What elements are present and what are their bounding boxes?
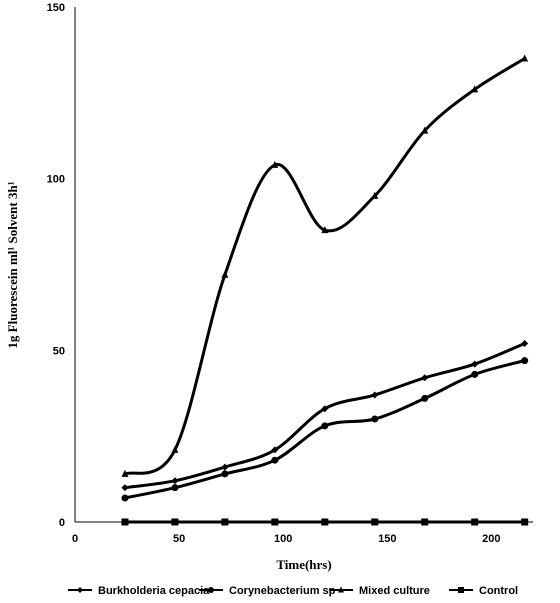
- series-0-point-0: [121, 484, 129, 492]
- axes: [74, 7, 533, 523]
- series-3-point-8: [521, 518, 529, 526]
- series-0-point-4: [321, 405, 329, 413]
- series-0-point-8: [521, 339, 529, 347]
- series-3-point-3: [271, 518, 279, 526]
- x-tick-label-4: 200: [482, 533, 500, 545]
- series-0-point-5: [371, 391, 379, 399]
- series-1-point-3: [271, 456, 279, 464]
- series-lines: [123, 57, 527, 524]
- series-1-point-6: [421, 394, 429, 402]
- y-axis-title: 1g Fluorescein ml¹ Solvent 3h¹: [5, 181, 20, 348]
- series-3-point-6: [421, 518, 429, 526]
- series-2-point-0: [121, 469, 129, 477]
- series-1-point-7: [471, 370, 479, 378]
- x-tick-label-1: 50: [173, 533, 185, 545]
- y-tick-label-3: 150: [47, 2, 65, 14]
- series-3-point-0: [121, 518, 129, 526]
- legend-label-3: Control: [479, 585, 518, 597]
- series-2-point-7: [471, 85, 479, 93]
- series-3-point-4: [321, 518, 329, 526]
- series-0-point-3: [271, 446, 279, 454]
- series-1-point-0: [121, 494, 129, 502]
- series-3-point-2: [221, 518, 229, 526]
- series-2-point-6: [421, 126, 429, 134]
- x-tick-label-2: 100: [274, 533, 292, 545]
- series-3-point-7: [471, 518, 479, 526]
- legend-swatch-marker-0: [77, 587, 83, 593]
- series-0-point-6: [421, 374, 429, 382]
- legend: Burkholderia cepacia Corynebacterium sp Mi…: [68, 585, 518, 597]
- x-tick-label-0: 0: [72, 533, 78, 545]
- series-1-point-1: [171, 484, 179, 492]
- y-tick-label-0: 0: [59, 517, 65, 529]
- series-2-point-8: [521, 54, 529, 62]
- series-points: [121, 54, 529, 526]
- series-1-point-4: [321, 422, 329, 430]
- tick-labels: 0 50 100 150 200 0 50 100 150: [47, 2, 501, 545]
- legend-label-2: Mixed culture: [359, 585, 430, 597]
- series-1-point-2: [221, 470, 229, 478]
- series-2-point-3: [271, 160, 279, 168]
- legend-label-1: Corynebacterium sp: [229, 585, 336, 597]
- x-axis-title: Time(hrs): [276, 557, 331, 572]
- series-2-point-1: [171, 445, 179, 453]
- series-0-point-1: [171, 477, 179, 485]
- series-3-point-1: [171, 518, 179, 526]
- series-2-point-4: [321, 226, 329, 234]
- legend-swatch-marker-3: [458, 587, 464, 593]
- y-tick-label-2: 100: [47, 174, 65, 186]
- series-0-point-7: [471, 360, 479, 368]
- legend-label-0: Burkholderia cepacia: [98, 585, 210, 597]
- series-line-2: [123, 57, 527, 476]
- legend-swatch-marker-1: [208, 587, 214, 593]
- series-line-0: [123, 341, 527, 490]
- series-1-point-8: [521, 357, 529, 365]
- y-tick-label-1: 50: [53, 345, 65, 357]
- series-2-point-5: [371, 191, 379, 199]
- series-2-point-2: [221, 270, 229, 278]
- series-0-point-2: [221, 463, 229, 471]
- legend-swatch-marker-2: [338, 586, 344, 593]
- series-1-point-5: [371, 415, 379, 423]
- series-3-point-5: [371, 518, 379, 526]
- x-tick-label-3: 150: [378, 533, 396, 545]
